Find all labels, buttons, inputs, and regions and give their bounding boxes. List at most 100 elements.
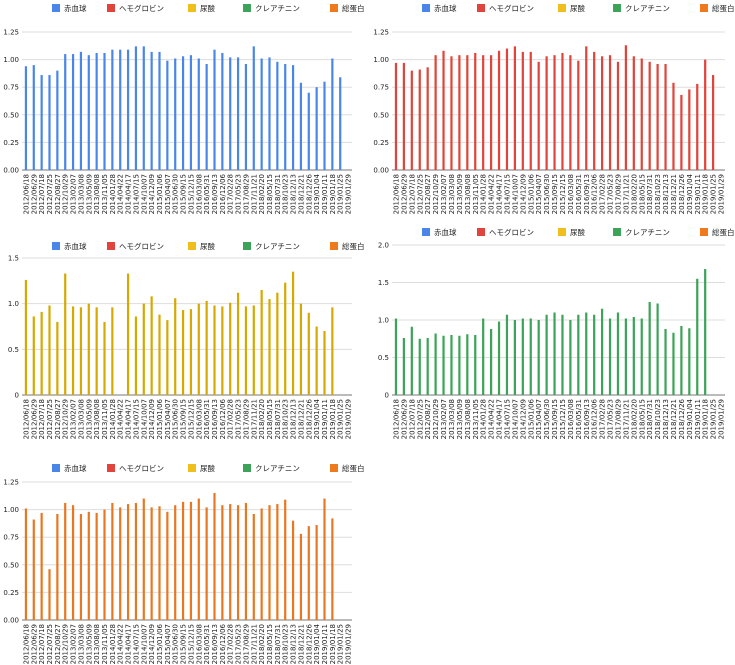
bar[interactable] — [529, 51, 532, 170]
bar[interactable] — [284, 499, 287, 620]
bar[interactable] — [648, 302, 651, 395]
legend-swatch[interactable] — [107, 4, 115, 12]
bar[interactable] — [616, 61, 620, 170]
bar[interactable] — [87, 511, 90, 620]
bar[interactable] — [624, 45, 628, 170]
bar[interactable] — [213, 493, 216, 620]
bar[interactable] — [244, 64, 248, 170]
bar[interactable] — [315, 525, 318, 620]
bar[interactable] — [505, 314, 509, 395]
bar[interactable] — [150, 507, 153, 620]
bar[interactable] — [284, 282, 287, 395]
legend-label[interactable]: クレアチニン — [625, 4, 670, 13]
bar[interactable] — [79, 514, 83, 620]
legend-label[interactable]: 尿酸 — [200, 241, 215, 251]
bar[interactable] — [315, 87, 318, 170]
bar[interactable] — [640, 58, 643, 170]
bar[interactable] — [394, 318, 398, 396]
bar[interactable] — [56, 70, 59, 170]
bar[interactable] — [119, 507, 122, 620]
legend-label[interactable]: ヘモグロビン — [489, 3, 534, 13]
bar[interactable] — [640, 318, 643, 396]
bar[interactable] — [236, 292, 240, 395]
bar[interactable] — [474, 52, 477, 171]
bar[interactable] — [244, 306, 248, 395]
bar[interactable] — [688, 328, 691, 395]
bar[interactable] — [79, 51, 83, 170]
bar[interactable] — [142, 498, 145, 620]
bar[interactable] — [126, 273, 130, 395]
bar[interactable] — [119, 49, 122, 170]
bar[interactable] — [40, 311, 43, 395]
bar[interactable] — [331, 307, 334, 395]
bar[interactable] — [497, 321, 501, 396]
bar[interactable] — [307, 92, 310, 170]
bar[interactable] — [87, 303, 90, 395]
bar[interactable] — [711, 75, 715, 170]
legend-label[interactable]: 赤血球 — [434, 3, 457, 13]
bar[interactable] — [71, 54, 75, 170]
bar[interactable] — [672, 332, 675, 395]
bar[interactable] — [688, 89, 691, 170]
bar[interactable] — [134, 502, 138, 620]
bar[interactable] — [323, 81, 326, 170]
legend-swatch[interactable] — [422, 228, 430, 236]
bar[interactable] — [307, 312, 310, 395]
bar[interactable] — [569, 55, 572, 170]
bar[interactable] — [213, 305, 216, 395]
bar[interactable] — [513, 320, 517, 395]
bar[interactable] — [585, 312, 588, 396]
bar[interactable] — [260, 289, 263, 395]
bar[interactable] — [410, 70, 413, 170]
bar[interactable] — [299, 533, 303, 620]
legend-swatch[interactable] — [477, 4, 485, 12]
bar[interactable] — [648, 61, 651, 170]
bar[interactable] — [111, 307, 114, 395]
bar[interactable] — [24, 279, 28, 395]
bar[interactable] — [402, 338, 406, 395]
bar[interactable] — [276, 61, 279, 170]
bar[interactable] — [166, 60, 169, 171]
legend-swatch[interactable] — [188, 4, 196, 12]
bar[interactable] — [291, 271, 295, 395]
bar[interactable] — [442, 50, 445, 170]
legend-label[interactable]: 総蛋白 — [342, 241, 365, 251]
bar[interactable] — [150, 51, 153, 170]
legend-label[interactable]: 尿酸 — [570, 3, 585, 13]
bar[interactable] — [402, 62, 406, 170]
bar[interactable] — [126, 504, 130, 620]
bar[interactable] — [56, 514, 59, 620]
bar[interactable] — [252, 46, 255, 170]
bar[interactable] — [166, 320, 169, 395]
bar[interactable] — [32, 65, 35, 170]
bar[interactable] — [252, 514, 255, 620]
bar[interactable] — [426, 67, 429, 170]
bar[interactable] — [450, 335, 453, 395]
bar[interactable] — [236, 505, 240, 620]
legend-swatch[interactable] — [52, 242, 60, 250]
bar[interactable] — [529, 318, 532, 396]
bar[interactable] — [331, 58, 334, 170]
legend-swatch[interactable] — [243, 242, 251, 250]
legend-label[interactable]: ヘモグロビン — [119, 3, 164, 13]
bar[interactable] — [197, 58, 200, 170]
legend-label[interactable]: クレアチニン — [625, 228, 670, 237]
legend-label[interactable]: 総蛋白 — [342, 3, 365, 13]
bar[interactable] — [593, 51, 596, 170]
bar[interactable] — [434, 55, 437, 170]
bar[interactable] — [537, 320, 540, 395]
bar[interactable] — [221, 306, 224, 395]
legend-label[interactable]: 赤血球 — [434, 227, 457, 237]
bar[interactable] — [48, 75, 51, 170]
bar[interactable] — [174, 58, 177, 170]
bar[interactable] — [656, 303, 659, 396]
legend-swatch[interactable] — [188, 464, 196, 472]
legend-swatch[interactable] — [188, 242, 196, 250]
legend-swatch[interactable] — [613, 4, 621, 12]
legend-label[interactable]: 総蛋白 — [342, 463, 365, 473]
bar[interactable] — [553, 312, 556, 396]
legend-swatch[interactable] — [613, 228, 621, 236]
bar[interactable] — [458, 335, 461, 395]
bar[interactable] — [505, 48, 509, 171]
legend-swatch[interactable] — [558, 228, 566, 236]
